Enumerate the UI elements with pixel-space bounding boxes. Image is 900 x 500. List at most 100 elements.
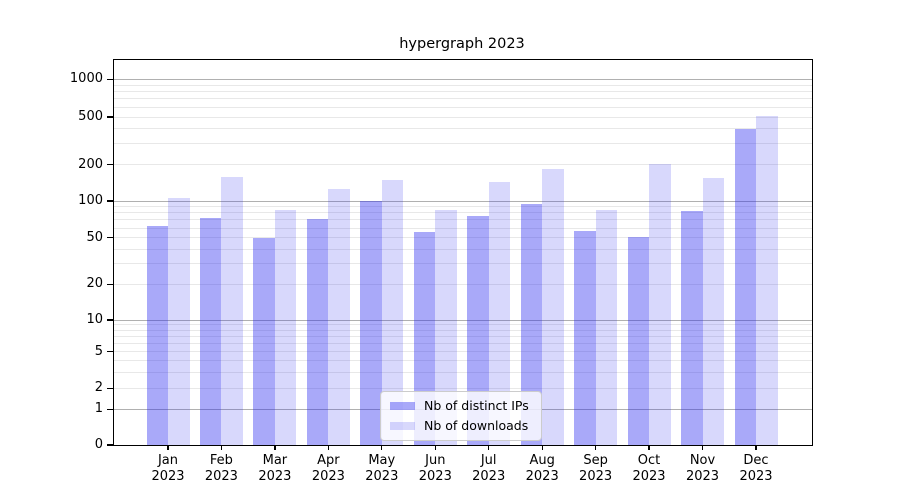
- y-tick-label-10: 10: [86, 312, 103, 327]
- x-tick-mark-dec: [755, 445, 757, 450]
- gridline-minor-7: [114, 335, 812, 337]
- x-tick-label-oct-2023: Oct 2023: [632, 453, 666, 484]
- gridline-minor-40: [114, 248, 812, 250]
- y-tick-mark-100: [107, 200, 113, 202]
- y-tick-mark-50: [107, 237, 113, 239]
- gridline-minor-2: [114, 387, 812, 389]
- y-tick-mark-1: [107, 408, 113, 410]
- y-tick-label-500: 500: [78, 109, 103, 124]
- bar-downloads-apr: [328, 188, 350, 445]
- y-tick-label-5: 5: [94, 343, 103, 359]
- bar-downloads-jun: [435, 210, 457, 445]
- x-tick-label-sep-2023: Sep 2023: [579, 453, 613, 484]
- bar-downloads-mar: [274, 210, 297, 445]
- gridline-major-10: [114, 319, 812, 321]
- gridline-minor-70: [114, 219, 812, 221]
- y-tick-mark-10: [107, 319, 113, 321]
- x-tick-label-jul-2023: Jul 2023: [472, 453, 506, 484]
- y-tick-label-20: 20: [86, 276, 103, 292]
- x-tick-mark-oct: [648, 445, 650, 450]
- legend-item-downloads: Nb of downloads: [390, 419, 529, 433]
- y-tick-mark-20: [107, 283, 113, 285]
- y-tick-mark-1000: [107, 78, 113, 80]
- y-tick-label-1: 1: [94, 401, 103, 417]
- bar-distinct-ips-dec: [734, 129, 756, 445]
- gridline-minor-6: [114, 342, 812, 344]
- legend-label-distinct-ips: Nb of distinct IPs: [424, 398, 529, 413]
- x-tick-label-may-2023: May 2023: [365, 453, 399, 484]
- bar-distinct-ips-jul: [467, 215, 489, 445]
- gridline-minor-500: [114, 116, 812, 118]
- legend-swatch-distinct-ips: [390, 402, 415, 410]
- x-tick-mark-feb: [220, 445, 223, 450]
- chart-title: hypergraph 2023: [399, 36, 525, 52]
- gridline-minor-90: [114, 206, 812, 208]
- bar-downloads-nov: [702, 177, 724, 445]
- bar-distinct-ips-nov: [681, 210, 703, 445]
- y-tick-mark-500: [107, 116, 113, 118]
- gridline-minor-4: [114, 360, 812, 362]
- plot-area: 0 1 2 5 10 20 50 100 200 500 1000 Jan 2023 Feb 2023 Ma…: [70, 59, 813, 484]
- x-tick-mark-jan: [167, 445, 169, 450]
- gridline-minor-600: [114, 106, 812, 108]
- gridline-minor-30: [114, 263, 812, 265]
- gridline-minor-400: [114, 128, 812, 130]
- gridline-minor-50: [114, 237, 812, 239]
- x-tick-label-jan-2023: Jan 2023: [151, 453, 185, 484]
- bar-distinct-ips-mar: [253, 237, 275, 445]
- bar-distinct-ips-oct: [627, 236, 649, 445]
- bar-downloads-may: [381, 180, 404, 445]
- x-tick-label-jun-2023: Jun 2023: [418, 453, 452, 484]
- x-tick-label-dec-2023: Dec 2023: [739, 453, 773, 484]
- y-tick-mark-0: [107, 444, 113, 446]
- gridline-minor-60: [114, 227, 812, 229]
- x-tick-label-mar-2023: Mar 2023: [258, 453, 292, 484]
- gridline-minor-20: [114, 283, 812, 285]
- x-tick-mark-sep: [595, 445, 597, 450]
- gridline-minor-8: [114, 329, 812, 331]
- legend-swatch-downloads: [390, 422, 415, 430]
- x-tick-mark-nov: [701, 445, 704, 450]
- y-tick-label-2: 2: [94, 380, 103, 396]
- x-tick-mark-jun: [434, 445, 436, 450]
- gridline-minor-900: [114, 84, 812, 86]
- bar-distinct-ips-apr: [306, 219, 329, 445]
- legend: Nb of distinct IPs Nb of downloads: [380, 391, 542, 441]
- y-tick-label-100: 100: [78, 193, 103, 208]
- bar-distinct-ips-may: [360, 201, 382, 445]
- x-tick-mark-mar: [274, 445, 276, 450]
- bar-downloads-jan: [168, 197, 190, 445]
- gridline-minor-9: [114, 324, 812, 326]
- y-tick-mark-200: [107, 164, 113, 166]
- bar-distinct-ips-jan: [146, 226, 168, 445]
- gridline-major-100: [114, 200, 812, 202]
- gridline-minor-700: [114, 98, 812, 100]
- x-tick-mark-may: [381, 445, 383, 450]
- bar-downloads-feb: [221, 177, 243, 445]
- y-tick-mark-5: [107, 351, 113, 353]
- gridline-major-1000: [114, 78, 812, 80]
- y-tick-label-0: 0: [94, 437, 103, 452]
- gridline-minor-3: [114, 371, 812, 373]
- gridline-minor-300: [114, 143, 812, 145]
- bar-downloads-dec: [756, 115, 778, 445]
- legend-item-distinct-ips: Nb of distinct IPs: [390, 399, 529, 413]
- gridline-minor-80: [114, 212, 812, 214]
- gridline-minor-5: [114, 351, 812, 353]
- x-tick-label-nov-2023: Nov 2023: [685, 453, 720, 484]
- x-tick-mark-apr: [327, 445, 330, 450]
- bar-downloads-sep: [595, 209, 618, 445]
- x-tick-label-feb-2023: Feb 2023: [204, 453, 238, 484]
- bar-downloads-jul: [488, 182, 511, 445]
- x-tick-mark-aug: [541, 445, 543, 450]
- y-tick-mark-2: [107, 387, 113, 389]
- x-tick-label-aug-2023: Aug 2023: [525, 453, 559, 484]
- gridline-minor-200: [114, 164, 812, 166]
- gridline-minor-800: [114, 90, 812, 92]
- bar-downloads-aug: [542, 168, 564, 445]
- legend-label-downloads: Nb of downloads: [424, 418, 529, 433]
- bar-distinct-ips-sep: [574, 230, 596, 445]
- y-tick-label-200: 200: [78, 156, 103, 172]
- y-tick-label-50: 50: [86, 229, 103, 245]
